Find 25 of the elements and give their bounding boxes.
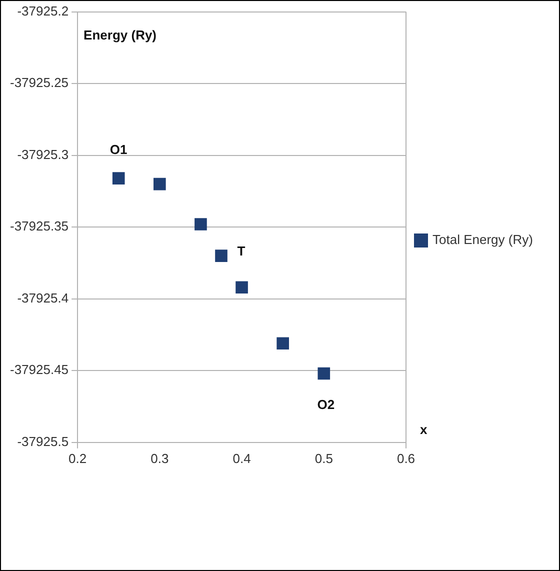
annotation: T xyxy=(237,243,246,258)
annotation: O2 xyxy=(317,397,335,412)
point xyxy=(194,218,207,230)
point xyxy=(236,281,248,294)
point xyxy=(154,178,166,190)
y-tick-label: -37925.4 xyxy=(17,290,69,306)
x-tick-label: 0.2 xyxy=(68,450,87,466)
x-axis-title: x xyxy=(420,422,428,437)
x-tick-label: 0.5 xyxy=(314,450,333,466)
legend-label: Total Energy (Ry) xyxy=(432,232,533,248)
x-tick-label: 0.3 xyxy=(150,450,169,466)
y-tick-label: -37925.45 xyxy=(10,362,69,378)
y-axis-title: Energy (Ry) xyxy=(84,27,157,42)
point xyxy=(112,172,125,184)
x-tick-label: 0.4 xyxy=(232,450,251,466)
point xyxy=(276,337,289,350)
y-tick-label: -37925.5 xyxy=(17,434,69,449)
y-tick-label: -37925.35 xyxy=(10,218,69,234)
point xyxy=(215,250,228,262)
point xyxy=(318,367,330,380)
y-tick-label: -37925.25 xyxy=(10,75,69,90)
annotation: O1 xyxy=(110,142,128,157)
y-tick-label: -37925.3 xyxy=(17,146,69,162)
y-tick-label: -37925.2 xyxy=(17,3,69,18)
x-tick-label: 0.6 xyxy=(396,450,416,466)
